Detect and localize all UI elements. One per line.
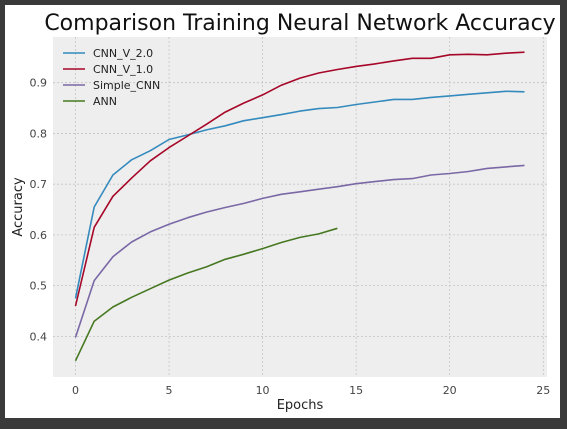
x-tick-label: 0 — [72, 384, 79, 397]
legend: CNN_V_2.0 CNN_V_1.0 Simple_CNN ANN — [63, 47, 160, 108]
x-tick-label: 15 — [349, 384, 363, 397]
x-tick-label: 10 — [256, 384, 270, 397]
y-tick-labels: 0.4 0.5 0.6 0.7 0.8 0.9 — [30, 77, 48, 344]
grid — [53, 37, 547, 377]
series-line-simple-cnn — [74, 164, 525, 338]
y-tick-label: 0.8 — [30, 127, 48, 140]
y-tick-label: 0.4 — [30, 330, 48, 343]
legend-label-cnn-v-2-0: CNN_V_2.0 — [93, 47, 153, 60]
line-chart: 0 5 10 15 20 25 0.4 0.5 0.6 0.7 0.8 0.9 Comparison… — [11, 11, 556, 413]
series-line-ann — [74, 227, 338, 362]
y-tick-label: 0.7 — [30, 178, 48, 191]
y-tick-label: 0.9 — [30, 77, 48, 90]
y-axis-label: Accuracy — [11, 177, 26, 237]
x-tick-label: 25 — [536, 384, 550, 397]
y-tick-label: 0.6 — [30, 229, 48, 242]
chart-figure: 0 5 10 15 20 25 0.4 0.5 0.6 0.7 0.8 0.9 Comparison… — [5, 5, 560, 418]
legend-label-simple-cnn: Simple_CNN — [93, 79, 160, 92]
x-tick-labels: 0 5 10 15 20 25 — [72, 384, 550, 397]
legend-label-cnn-v-1-0: CNN_V_1.0 — [93, 63, 153, 76]
chart-title: Comparison Training Neural Network Accur… — [44, 11, 555, 36]
x-axis-label: Epochs — [277, 398, 324, 413]
legend-label-ann: ANN — [93, 95, 117, 108]
y-tick-label: 0.5 — [30, 280, 48, 293]
x-tick-label: 5 — [166, 384, 173, 397]
series-lines — [74, 51, 525, 362]
plot-area — [53, 37, 547, 377]
x-tick-label: 20 — [443, 384, 457, 397]
series-line-cnn-v-2-0 — [74, 90, 525, 299]
series-line-cnn-v-1-0 — [74, 51, 525, 307]
